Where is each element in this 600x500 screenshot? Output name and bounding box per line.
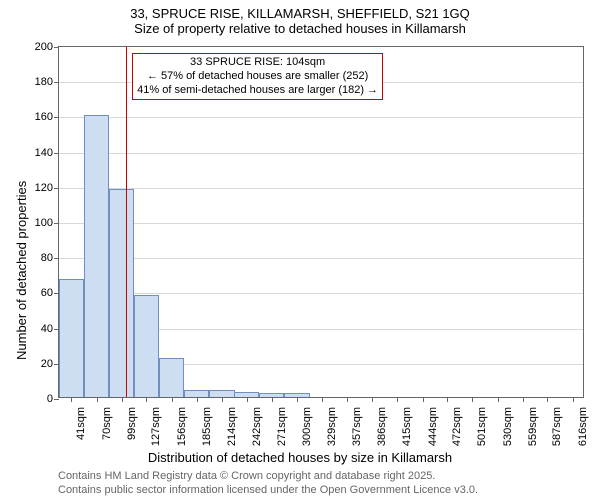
x-tick-mark (447, 397, 448, 402)
grid-line (59, 153, 583, 154)
annotation-line: 33 SPRUCE RISE: 104sqm (137, 56, 378, 70)
y-tick-mark (54, 188, 59, 189)
histogram-bar (159, 358, 184, 397)
x-tick-mark (297, 397, 298, 402)
x-tick-mark (122, 397, 123, 402)
histogram-bar (134, 295, 159, 397)
x-tick-label: 357sqm (351, 407, 363, 446)
x-tick-mark (71, 397, 72, 402)
grid-line (59, 117, 583, 118)
x-tick-label: 99sqm (126, 407, 138, 440)
x-tick-label: 559sqm (527, 407, 539, 446)
footer-line1: Contains HM Land Registry data © Crown c… (58, 470, 435, 482)
x-tick-label: 587sqm (551, 407, 563, 446)
y-tick-mark (54, 223, 59, 224)
chart-title: 33, SPRUCE RISE, KILLAMARSH, SHEFFIELD, … (0, 0, 600, 21)
y-tick-mark (54, 82, 59, 83)
x-tick-label: 530sqm (502, 407, 514, 446)
y-tick-mark (54, 258, 59, 259)
x-tick-mark (423, 397, 424, 402)
footer-line2: Contains public sector information licen… (58, 484, 478, 496)
grid-line (59, 188, 583, 189)
y-tick-mark (54, 117, 59, 118)
grid-line (59, 223, 583, 224)
chart-subtitle: Size of property relative to detached ho… (0, 21, 600, 36)
histogram-bar (59, 279, 84, 397)
x-tick-mark (197, 397, 198, 402)
x-tick-label: 156sqm (176, 407, 188, 446)
reference-line (126, 47, 127, 397)
x-tick-label: 127sqm (150, 407, 162, 446)
histogram-bar (184, 390, 209, 397)
x-tick-mark (547, 397, 548, 402)
annotation-box: 33 SPRUCE RISE: 104sqm← 57% of detached … (132, 53, 383, 100)
x-tick-mark (372, 397, 373, 402)
x-tick-mark (397, 397, 398, 402)
x-tick-mark (222, 397, 223, 402)
x-tick-label: 41sqm (75, 407, 87, 440)
x-tick-mark (498, 397, 499, 402)
x-tick-mark (472, 397, 473, 402)
annotation-line: ← 57% of detached houses are smaller (25… (137, 70, 378, 84)
y-tick-mark (54, 399, 59, 400)
x-tick-label: 300sqm (301, 407, 313, 446)
x-axis-label: Distribution of detached houses by size … (0, 450, 600, 465)
x-tick-mark (97, 397, 98, 402)
x-tick-label: 616sqm (577, 407, 589, 446)
histogram-bar (84, 115, 109, 397)
x-tick-label: 472sqm (451, 407, 463, 446)
x-tick-label: 242sqm (251, 407, 263, 446)
x-tick-mark (247, 397, 248, 402)
x-tick-label: 386sqm (376, 407, 388, 446)
x-tick-label: 214sqm (226, 407, 238, 446)
x-tick-label: 501sqm (476, 407, 488, 446)
x-tick-mark (172, 397, 173, 402)
histogram-bar (209, 390, 234, 397)
y-tick-mark (54, 47, 59, 48)
x-tick-label: 444sqm (427, 407, 439, 446)
x-tick-label: 329sqm (326, 407, 338, 446)
x-tick-label: 70sqm (101, 407, 113, 440)
x-tick-label: 185sqm (201, 407, 213, 446)
x-tick-mark (347, 397, 348, 402)
x-tick-mark (573, 397, 574, 402)
x-tick-mark (146, 397, 147, 402)
annotation-line: 41% of semi-detached houses are larger (… (137, 84, 378, 98)
y-axis-label: Number of detached properties (14, 181, 29, 360)
x-tick-mark (322, 397, 323, 402)
plot-area: 02040608010012014016018020041sqm70sqm99s… (58, 46, 584, 398)
x-tick-mark (523, 397, 524, 402)
histogram-bar (109, 189, 134, 397)
x-tick-label: 271sqm (276, 407, 288, 446)
x-tick-label: 415sqm (401, 407, 413, 446)
x-tick-mark (272, 397, 273, 402)
grid-line (59, 258, 583, 259)
y-tick-mark (54, 153, 59, 154)
